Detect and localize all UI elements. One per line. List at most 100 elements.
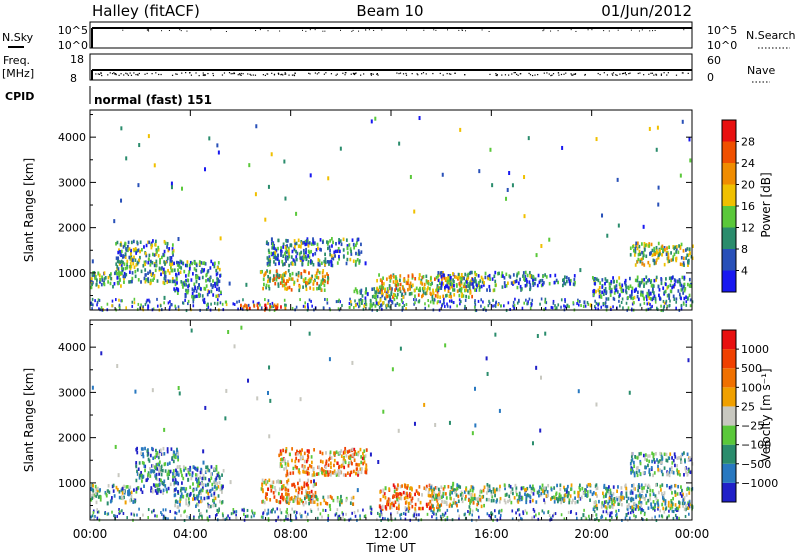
echo-cell xyxy=(539,485,541,490)
near-range-cell xyxy=(156,514,158,518)
echo-cell xyxy=(643,248,646,252)
echo-cell xyxy=(185,290,188,295)
echo-cell xyxy=(390,275,393,280)
near-range-cell xyxy=(577,299,579,303)
echo-cell xyxy=(130,490,133,495)
near-range-cell xyxy=(552,514,554,518)
echo-cell xyxy=(355,467,358,471)
near-range-cell xyxy=(572,301,575,305)
echo-cell xyxy=(360,291,362,295)
near-range-cell xyxy=(554,307,557,311)
echo-cell xyxy=(474,279,477,283)
noise-cell xyxy=(540,244,543,249)
near-range-cell xyxy=(552,301,555,305)
noise-cell xyxy=(370,119,373,124)
nave-dot xyxy=(354,73,356,76)
noise-cell xyxy=(138,143,141,148)
echo-cell xyxy=(197,286,199,290)
near-range-cell xyxy=(115,298,117,302)
echo-cell xyxy=(310,465,313,469)
noise-cell xyxy=(269,398,272,403)
nave-dot xyxy=(228,72,231,74)
nsky-dot xyxy=(148,30,150,32)
nave-dot xyxy=(396,72,398,74)
nave-dot xyxy=(273,73,276,75)
echo-cell xyxy=(448,278,451,283)
near-range-cell xyxy=(300,514,302,518)
echo-cell xyxy=(652,452,655,457)
echo-cell xyxy=(321,270,324,275)
echo-cell xyxy=(682,291,685,295)
echo-cell xyxy=(212,503,215,508)
nsky-dot xyxy=(652,30,654,32)
echo-cell xyxy=(673,278,676,282)
nave-dot xyxy=(557,72,560,74)
echo-cell xyxy=(410,486,413,491)
echo-cell xyxy=(361,294,364,298)
echo-cell xyxy=(121,487,124,491)
nave-dot xyxy=(421,73,423,75)
echo-cell xyxy=(99,488,101,492)
echo-cell xyxy=(452,501,455,505)
echo-cell xyxy=(384,496,387,500)
echo-cell xyxy=(199,287,202,291)
echo-cell xyxy=(428,487,431,492)
echo-cell xyxy=(446,280,449,285)
echo-cell xyxy=(173,453,176,458)
echo-cell xyxy=(208,505,211,509)
echo-cell xyxy=(278,275,280,280)
echo-cell xyxy=(115,242,117,246)
echo-cell xyxy=(418,506,421,511)
nsky-dot xyxy=(358,30,360,32)
echo-cell xyxy=(445,294,447,298)
near-range-cell xyxy=(615,509,617,513)
echo-cell xyxy=(116,275,119,280)
echo-cell xyxy=(194,473,197,477)
echo-cell xyxy=(181,481,183,485)
near-range-cell xyxy=(544,300,546,304)
echo-cell xyxy=(363,449,366,453)
echo-cell xyxy=(282,273,284,277)
echo-cell xyxy=(636,278,639,283)
near-range-cell xyxy=(467,510,469,514)
echo-cell xyxy=(321,451,324,456)
echo-cell xyxy=(281,283,284,288)
near-range-cell xyxy=(174,304,177,308)
nave-dot xyxy=(212,72,214,75)
echo-cell xyxy=(186,468,189,472)
echo-cell xyxy=(659,252,661,256)
near-range-cell xyxy=(235,510,238,514)
noise-cell xyxy=(681,119,684,124)
echo-cell xyxy=(649,493,652,497)
noise-cell xyxy=(535,365,538,370)
echo-cell xyxy=(635,466,638,470)
echo-cell xyxy=(135,251,138,255)
echo-cell xyxy=(110,498,113,503)
near-range-cell xyxy=(429,300,432,304)
echo-cell xyxy=(269,305,272,309)
nsky-dot xyxy=(465,30,467,32)
echo-cell xyxy=(459,485,462,489)
echo-cell xyxy=(421,275,424,280)
echo-cell xyxy=(566,484,569,489)
echo-cell xyxy=(620,497,623,502)
echo-cell xyxy=(262,489,264,494)
near-range-cell xyxy=(564,305,567,309)
velocity-colorbar-label: Velocity [m s⁻¹] xyxy=(759,368,773,461)
echo-cell xyxy=(304,255,307,259)
echo-cell xyxy=(139,473,141,478)
echo-cell xyxy=(203,268,206,272)
near-range-cell xyxy=(564,298,566,302)
near-range-cell xyxy=(385,304,387,308)
echo-cell xyxy=(314,490,317,495)
near-range-cell xyxy=(655,519,658,523)
echo-cell xyxy=(686,487,689,492)
nave-dot xyxy=(372,73,374,75)
echo-cell xyxy=(683,282,686,287)
echo-cell xyxy=(453,288,456,292)
echo-cell xyxy=(317,261,320,266)
echo-cell xyxy=(661,491,663,496)
echo-cell xyxy=(397,492,400,497)
echo-cell xyxy=(289,452,291,457)
echo-cell xyxy=(424,487,427,491)
